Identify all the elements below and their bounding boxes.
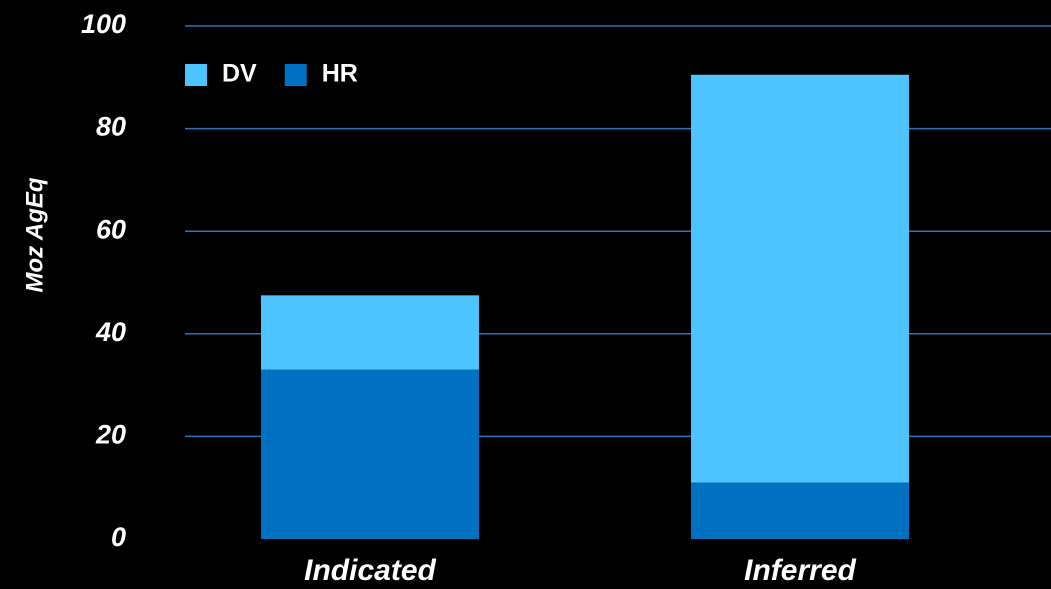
legend-swatch [185, 64, 207, 86]
bar-segment [691, 482, 909, 539]
legend-label: DV [222, 60, 257, 88]
legend-swatch [284, 64, 307, 86]
x-tick-label: Indicated [304, 554, 436, 587]
y-tick-label: 0 [111, 522, 126, 552]
y-tick-label: 80 [96, 112, 126, 142]
y-axis-label: Moz AgEq [21, 177, 48, 292]
y-tick-label: 60 [96, 214, 126, 244]
bar-segment [261, 295, 479, 370]
x-tick-label: Inferred [744, 554, 856, 587]
y-tick-label: 40 [95, 317, 126, 347]
bar-segment [691, 74, 909, 483]
legend-label: HR [322, 60, 358, 88]
y-tick-label: 100 [81, 9, 126, 39]
bar-segment [261, 369, 479, 539]
y-tick-label: 20 [95, 420, 126, 450]
